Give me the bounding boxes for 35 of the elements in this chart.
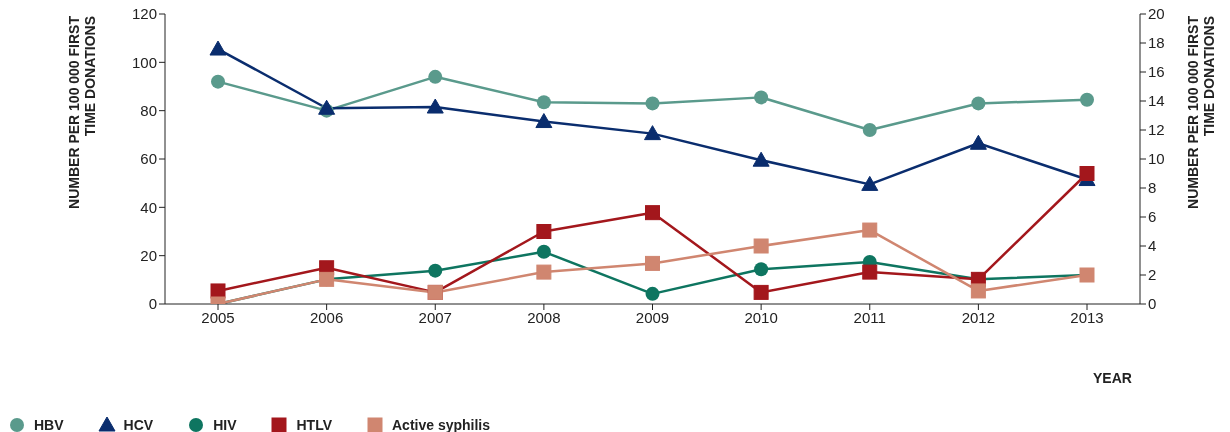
y-tick-label: 20 [140,246,157,264]
y2-tick-label: 2 [1148,266,1157,284]
y2-axis-title: NUMBER PER 100 000 FIRST TIME DONATIONS [1185,15,1217,209]
x-tick-label: 2005 [201,308,235,326]
y2-tick-label: 6 [1148,208,1157,226]
y-tick-label: 100 [131,53,157,71]
y2-tick-label: 0 [1148,295,1157,313]
y2-tick-label: 20 [1148,5,1165,23]
y2-tick-label: 8 [1148,179,1157,197]
y2-tick-label: 10 [1148,150,1165,168]
x-tick-label: 2009 [635,308,670,326]
y-tick-label: 60 [140,150,157,168]
legend-label: Active syphilis [391,417,491,432]
x-tick-label: 2012 [961,308,996,326]
y-tick-label: 80 [140,101,157,119]
x-tick-label: 2013 [1070,308,1104,326]
legend-label: HIV [213,417,237,432]
y-axis-title: NUMBER PER 100 000 FIRST TIME DONATIONS [66,15,98,209]
y-tick-label: 120 [131,5,157,23]
x-tick-label: 2007 [418,308,452,326]
x-tick-label: 2006 [309,308,344,326]
x-tick-label: 2011 [853,308,886,326]
y2-tick-label: 14 [1148,92,1165,110]
x-tick-label: 2010 [744,308,778,326]
legend-label: HTLV [296,417,332,432]
x-tick-label: 2008 [527,308,561,326]
x-axis-title: YEAR [1093,370,1132,386]
y2-tick-label: 16 [1148,63,1165,81]
y2-tick-label: 18 [1148,34,1165,52]
legend-label: HCV [123,417,154,432]
legend-label: HBV [34,417,64,432]
y2-tick-label: 12 [1148,121,1165,139]
y2-tick-label: 4 [1148,237,1157,255]
y-tick-label: 40 [140,198,157,216]
y-tick-label: 0 [148,295,157,313]
